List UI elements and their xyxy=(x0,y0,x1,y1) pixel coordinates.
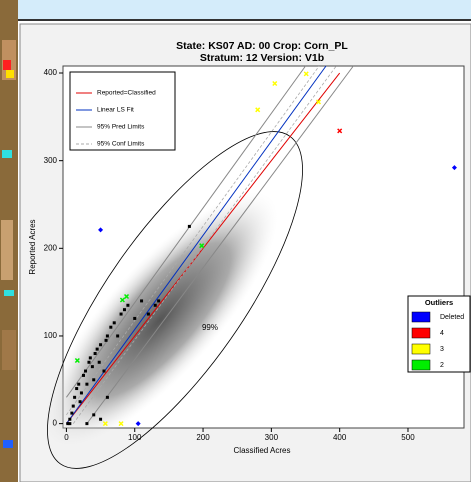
data-point xyxy=(154,304,157,307)
data-point xyxy=(73,396,76,399)
map-patch xyxy=(2,330,16,370)
data-point xyxy=(80,391,83,394)
data-point xyxy=(109,326,112,329)
data-point xyxy=(105,339,108,342)
map-patch xyxy=(3,60,11,70)
outliers-swatch xyxy=(412,344,430,354)
data-point xyxy=(70,412,73,415)
map-patch xyxy=(6,70,14,78)
data-point xyxy=(120,313,123,316)
data-point xyxy=(85,383,88,386)
x-tick-label: 200 xyxy=(196,433,210,442)
outliers-swatch xyxy=(412,360,430,370)
outliers-title: Outliers xyxy=(425,298,453,307)
data-point xyxy=(82,374,85,377)
outliers-swatch xyxy=(412,328,430,338)
data-point xyxy=(75,387,78,390)
y-tick-label: 200 xyxy=(44,243,58,252)
x-tick-label: 400 xyxy=(333,433,347,442)
x-axis-label: Classified Acres xyxy=(234,446,291,455)
data-point xyxy=(133,317,136,320)
data-point xyxy=(91,365,94,368)
x-tick-label: 300 xyxy=(265,433,279,442)
map-patch xyxy=(2,150,12,158)
data-point xyxy=(106,334,109,337)
outliers-label: 3 xyxy=(440,346,444,353)
legend: Reported=Classified Linear LS Fit 95% Pred… xyxy=(70,72,175,150)
y-tick-label: 0 xyxy=(53,419,58,428)
data-point xyxy=(188,225,191,228)
outliers-label: 2 xyxy=(440,362,444,369)
data-point xyxy=(94,352,97,355)
data-point xyxy=(68,418,71,421)
data-point xyxy=(72,405,75,408)
data-point xyxy=(84,370,87,373)
top-bar xyxy=(18,0,471,20)
y-tick-label: 100 xyxy=(44,331,58,340)
data-point xyxy=(92,413,95,416)
data-point xyxy=(85,422,88,425)
data-point xyxy=(68,422,71,425)
data-point xyxy=(126,304,129,307)
data-point xyxy=(87,361,90,364)
legend-label: Reported=Classified xyxy=(97,90,156,97)
x-tick-label: 0 xyxy=(64,433,69,442)
data-point xyxy=(79,400,82,403)
legend-label: 95% Conf Limits xyxy=(97,141,145,148)
data-point xyxy=(99,343,102,346)
chart-subtitle: Stratum: 12 Version: V1b xyxy=(200,52,324,64)
data-point xyxy=(99,418,102,421)
data-point xyxy=(147,313,150,316)
x-tick-label: 100 xyxy=(128,433,142,442)
data-point xyxy=(92,378,95,381)
x-tick-label: 500 xyxy=(401,433,415,442)
y-axis-label: Reported Acres xyxy=(28,219,37,274)
legend-label: Linear LS Fit xyxy=(97,107,134,114)
outliers-swatch xyxy=(412,312,430,322)
outliers-legend: Outliers Deleted 4 3 2 xyxy=(408,296,470,372)
screen: State: KS07 AD: 00 Crop: Corn_PL Stratum… xyxy=(0,0,471,482)
data-point xyxy=(106,396,109,399)
data-point xyxy=(113,321,116,324)
data-point xyxy=(96,348,99,351)
chart-title: State: KS07 AD: 00 Crop: Corn_PL xyxy=(176,40,348,52)
outliers-label: Deleted xyxy=(440,314,464,321)
data-point xyxy=(98,361,101,364)
data-point xyxy=(77,383,80,386)
annotation: 99% xyxy=(202,323,218,332)
map-patch xyxy=(3,440,13,448)
data-point xyxy=(140,299,143,302)
map-patch xyxy=(4,290,14,296)
y-tick-label: 400 xyxy=(44,68,58,77)
data-point xyxy=(102,370,105,373)
y-tick-label: 300 xyxy=(44,156,58,165)
map-patch xyxy=(1,220,13,280)
outliers-label: 4 xyxy=(440,330,444,337)
data-point xyxy=(89,356,92,359)
data-point xyxy=(157,299,160,302)
legend-label: 95% Pred Limits xyxy=(97,124,145,131)
data-point xyxy=(123,308,126,311)
data-point xyxy=(116,334,119,337)
